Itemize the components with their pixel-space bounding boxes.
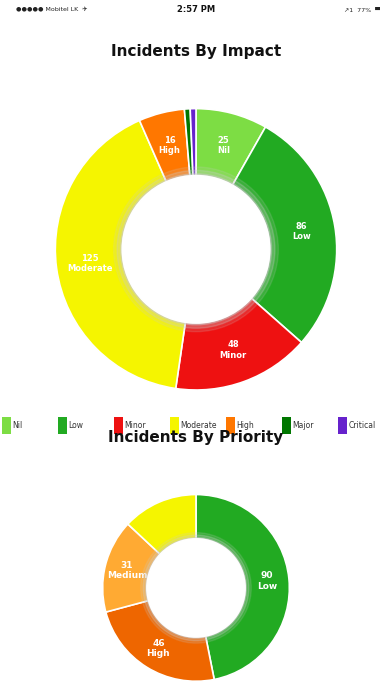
Circle shape [147, 539, 245, 637]
Wedge shape [176, 298, 301, 390]
Circle shape [146, 537, 246, 638]
Text: Low: Low [69, 421, 83, 429]
Text: Nil: Nil [13, 421, 23, 429]
Bar [2, 417, 11, 434]
Bar [282, 417, 290, 434]
Text: Major: Major [292, 421, 314, 429]
Bar [338, 417, 347, 434]
Bar [226, 417, 234, 434]
Wedge shape [55, 120, 185, 388]
Text: 25
Nil: 25 Nil [217, 136, 230, 155]
Text: 125
Moderate: 125 Moderate [67, 254, 113, 274]
Wedge shape [196, 109, 265, 185]
Text: 90
Low: 90 Low [257, 571, 277, 591]
Bar [114, 417, 123, 434]
Text: 2:57 PM: 2:57 PM [177, 6, 215, 15]
Text: Minor: Minor [125, 421, 146, 429]
Circle shape [122, 175, 270, 323]
Title: Incidents By Priority: Incidents By Priority [108, 430, 284, 445]
Circle shape [120, 174, 272, 325]
Text: Dashboard: Dashboard [145, 33, 247, 51]
Circle shape [141, 532, 251, 643]
Circle shape [114, 167, 278, 332]
Text: 46
High: 46 High [147, 639, 170, 658]
Wedge shape [190, 109, 196, 175]
Wedge shape [196, 495, 289, 679]
Text: 86
Low: 86 Low [292, 222, 311, 242]
Text: High: High [236, 421, 254, 429]
Wedge shape [106, 601, 214, 681]
Wedge shape [140, 109, 190, 182]
Text: 31
Medium: 31 Medium [107, 561, 147, 580]
Wedge shape [232, 127, 337, 342]
Wedge shape [103, 524, 160, 612]
Text: ↗1  77%  ▀: ↗1 77% ▀ [344, 8, 380, 13]
Bar [58, 417, 67, 434]
Title: Incidents By Impact: Incidents By Impact [111, 44, 281, 58]
Text: Moderate: Moderate [181, 421, 217, 429]
Text: ●●●●● Mobitel LK  ✈: ●●●●● Mobitel LK ✈ [16, 8, 87, 13]
Text: 48
Minor: 48 Minor [219, 340, 247, 360]
Text: 16
High: 16 High [159, 136, 181, 155]
Text: Critical: Critical [348, 421, 376, 429]
Wedge shape [184, 109, 193, 176]
Circle shape [143, 535, 249, 641]
Wedge shape [128, 495, 196, 554]
Text: ≡: ≡ [17, 30, 38, 54]
Bar [170, 417, 179, 434]
Circle shape [117, 171, 275, 329]
